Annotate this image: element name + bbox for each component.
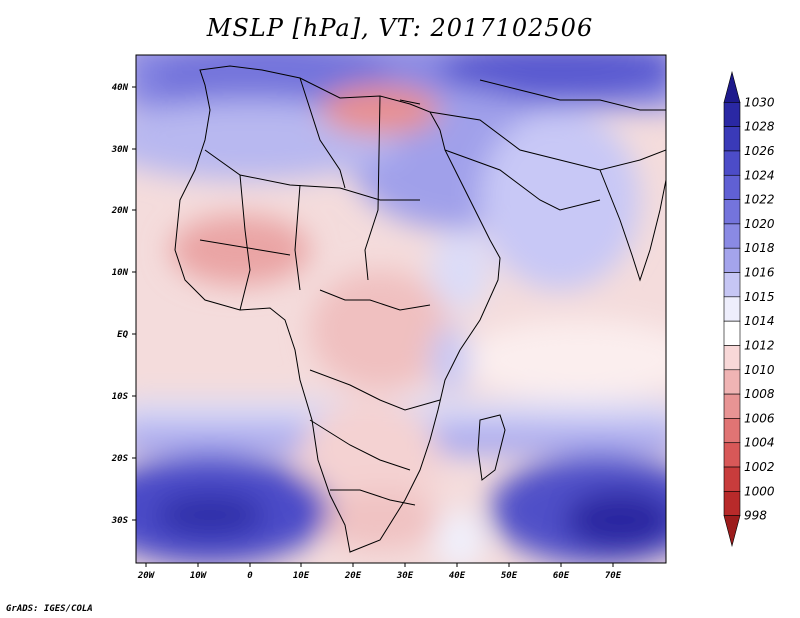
colorbar-label: 1022 — [744, 193, 775, 207]
colorbar-label: 1024 — [744, 168, 775, 182]
colorbar-label: 1026 — [744, 144, 775, 158]
colorbar-swatch — [723, 515, 741, 548]
colorbar-swatch — [723, 393, 741, 419]
lon-label: 40E — [449, 571, 466, 581]
lat-label: 30N — [111, 145, 129, 155]
map-frame — [135, 54, 667, 564]
colorbar-swatch — [723, 247, 741, 273]
colorbar-label: 1010 — [744, 363, 775, 377]
colorbar-label: 1006 — [744, 411, 775, 425]
colorbar-swatch — [723, 102, 741, 127]
lon-axis: 20W 10W 0 10E 20E 30E 40E 50E 60E 70E — [137, 563, 622, 581]
lat-label: 10S — [112, 392, 129, 402]
colorbar-label: 1012 — [744, 338, 775, 352]
colorbar-label: 1028 — [744, 120, 775, 134]
colorbar-swatch — [723, 320, 741, 346]
lat-label: 30S — [111, 516, 129, 526]
coastlines — [174, 65, 666, 553]
lat-label: 10N — [112, 268, 129, 278]
colorbar-label: 1015 — [744, 290, 775, 304]
lon-label: 70E — [605, 571, 622, 581]
lat-label: 40N — [112, 83, 129, 93]
colorbar-swatch — [723, 199, 741, 225]
colorbar-swatch — [723, 126, 741, 152]
colorbar-label: 1020 — [744, 217, 775, 231]
colorbar-label: 1016 — [744, 266, 775, 280]
colorbar-swatch — [723, 345, 741, 371]
colorbar-label: 998 — [744, 509, 767, 523]
colorbar-swatch — [723, 442, 741, 468]
lon-label: 50E — [501, 571, 518, 581]
chart-title: MSLP [hPa], VT: 2017102506 — [206, 14, 594, 42]
colorbar-swatch — [723, 418, 741, 444]
colorbar-label: 1000 — [744, 484, 775, 498]
lat-axis: 40N 30N 20N 10N EQ 10S 20S 30S — [111, 83, 136, 526]
colorbar-label: 1008 — [744, 387, 775, 401]
pressure-field — [136, 55, 666, 563]
lat-label: 20N — [111, 206, 129, 216]
lat-label: 20S — [111, 454, 129, 464]
colorbar-label: 1030 — [744, 95, 775, 109]
lon-label: 30E — [396, 571, 414, 581]
lon-label: 0 — [247, 571, 253, 581]
lon-label: 20W — [137, 571, 156, 581]
grads-credit: GrADS: IGES/COLA — [6, 604, 93, 614]
lat-label: EQ — [117, 330, 128, 340]
colorbar-swatch — [723, 70, 741, 103]
colorbar-swatch — [723, 174, 741, 200]
colorbar-swatch — [723, 369, 741, 395]
lon-label: 10E — [293, 571, 310, 581]
lon-label: 10W — [190, 571, 208, 581]
colorbar-label: 1018 — [744, 241, 775, 255]
colorbar-label: 1004 — [744, 436, 775, 450]
lon-label: 20E — [344, 571, 362, 581]
colorbar-label: 1002 — [744, 460, 775, 474]
colorbar-label: 1014 — [744, 314, 775, 328]
colorbar-swatch — [723, 223, 741, 249]
colorbar-swatch — [723, 491, 741, 516]
colorbar-swatch — [723, 466, 741, 492]
colorbar-swatch — [723, 150, 741, 176]
colorbar-swatch — [723, 272, 741, 298]
lon-label: 60E — [553, 571, 570, 581]
colorbar-swatch — [723, 296, 741, 322]
